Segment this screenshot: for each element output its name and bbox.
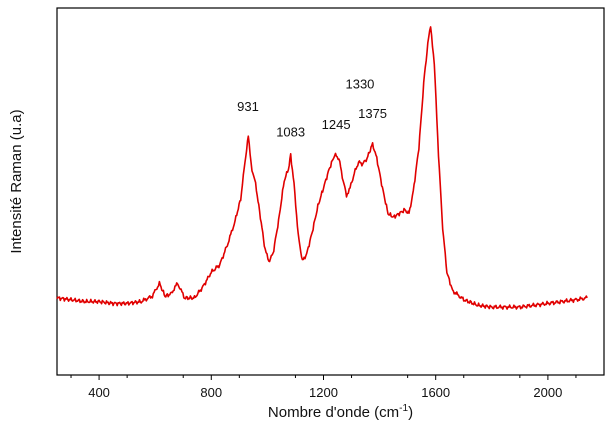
x-tick-label: 1200 xyxy=(309,385,338,400)
x-tick-label: 1600 xyxy=(421,385,450,400)
spectrum-line xyxy=(56,26,588,310)
x-axis-title: Nombre d'onde (cm-1) xyxy=(268,403,413,421)
peak-labels: 93110831245133013751582 xyxy=(237,77,387,140)
y-axis-title: Intensité Raman (u.a) xyxy=(8,109,25,253)
x-tick-label: 2000 xyxy=(533,385,562,400)
peak-label-1330: 1330 xyxy=(345,77,374,92)
tick-labels: 400 800 1200 1600 2000 xyxy=(88,385,562,400)
x-axis-title-main: Nombre d'onde (cm xyxy=(268,404,399,421)
plot-frame xyxy=(56,7,605,376)
x-tick-label: 800 xyxy=(200,385,222,400)
peak-label-931: 931 xyxy=(237,99,259,114)
peak-label-1375: 1375 xyxy=(358,106,387,121)
x-axis-title-superscript: -1 xyxy=(399,403,408,414)
x-tick-label: 400 xyxy=(88,385,110,400)
tick-marks xyxy=(70,375,577,380)
x-axis-title-suffix: ) xyxy=(408,404,413,421)
peak-label-1083: 1083 xyxy=(276,124,305,139)
peak-label-1245: 1245 xyxy=(322,117,351,132)
